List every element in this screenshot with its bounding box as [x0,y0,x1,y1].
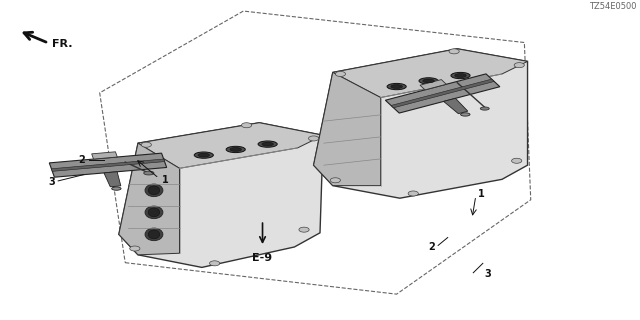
Text: 1: 1 [162,175,168,185]
Ellipse shape [461,113,470,116]
Circle shape [241,123,252,128]
Polygon shape [333,49,527,98]
Circle shape [130,246,140,251]
Polygon shape [385,74,500,113]
Ellipse shape [423,79,435,83]
Circle shape [408,191,419,196]
Ellipse shape [419,78,438,84]
Ellipse shape [194,152,213,158]
Ellipse shape [391,85,403,88]
Ellipse shape [198,153,209,157]
Circle shape [308,136,319,141]
Circle shape [141,142,152,147]
Polygon shape [391,79,494,108]
Polygon shape [444,98,468,114]
Polygon shape [92,152,117,159]
Circle shape [299,227,309,232]
Ellipse shape [145,184,163,196]
Text: 2: 2 [78,156,85,165]
Circle shape [335,71,346,76]
Polygon shape [314,49,527,198]
Polygon shape [49,153,166,177]
Ellipse shape [145,228,163,241]
Ellipse shape [144,171,154,175]
Text: 3: 3 [48,177,55,187]
Ellipse shape [387,84,406,90]
Ellipse shape [451,72,470,79]
Circle shape [514,63,524,68]
Polygon shape [119,143,179,255]
Ellipse shape [111,187,121,190]
Ellipse shape [145,206,163,219]
Ellipse shape [148,186,160,195]
Ellipse shape [148,230,160,239]
Ellipse shape [262,142,273,146]
Text: 1: 1 [477,189,484,199]
Ellipse shape [226,146,245,153]
Circle shape [209,261,220,266]
Polygon shape [138,123,323,168]
Ellipse shape [480,107,489,110]
Polygon shape [104,172,121,187]
Circle shape [511,158,522,163]
Polygon shape [420,80,446,90]
Text: 3: 3 [484,269,492,279]
Text: 2: 2 [428,242,435,252]
Polygon shape [314,72,381,186]
Text: FR.: FR. [52,39,72,49]
Polygon shape [119,123,323,268]
Ellipse shape [455,74,467,77]
Ellipse shape [230,148,241,151]
Circle shape [330,178,340,183]
Text: TZ54E0500: TZ54E0500 [589,2,636,11]
Circle shape [449,49,460,54]
Ellipse shape [148,208,160,217]
Text: E-9: E-9 [252,253,273,263]
Ellipse shape [258,141,277,147]
Polygon shape [51,159,164,171]
